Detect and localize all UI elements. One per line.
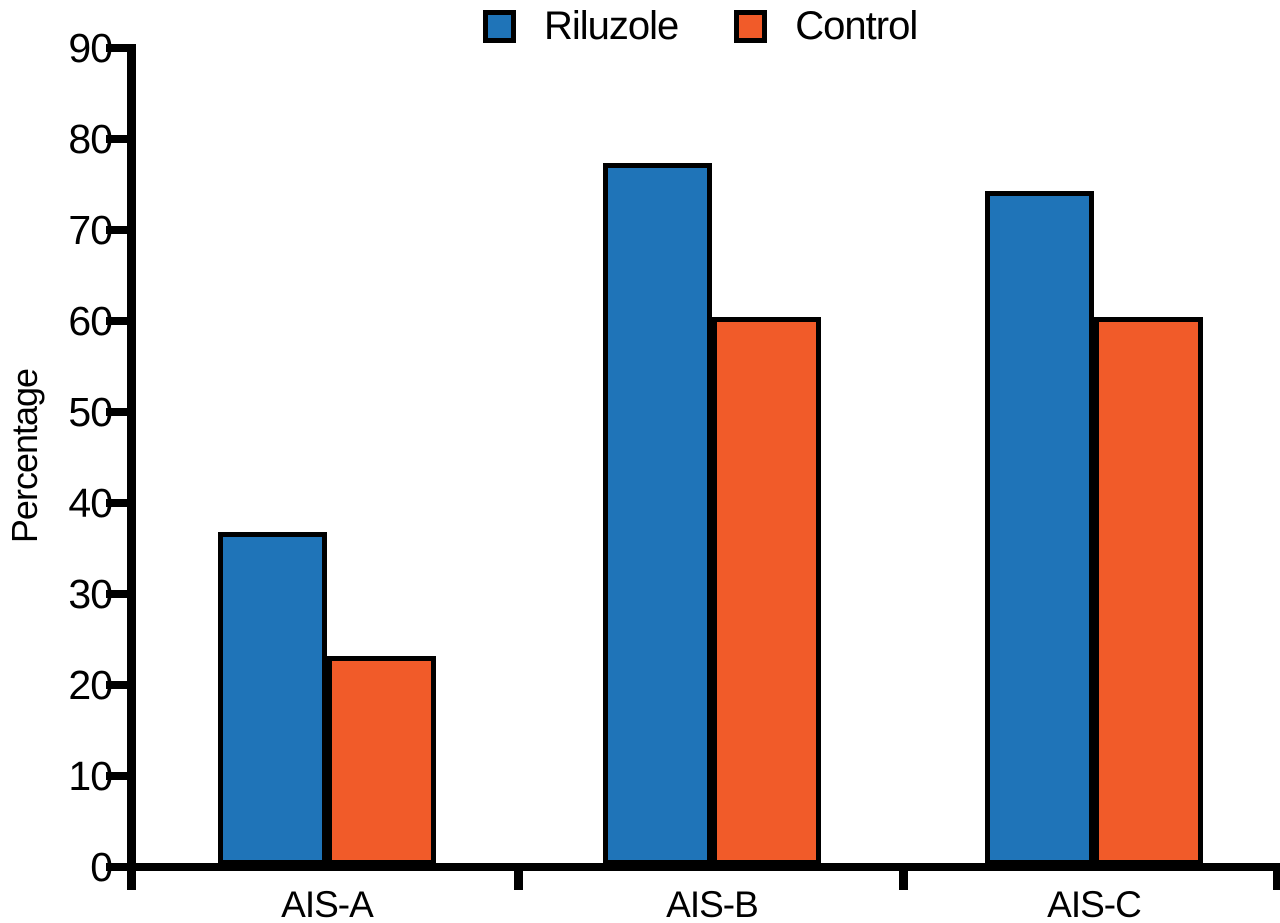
legend-swatch-control-icon: [734, 9, 768, 43]
y-axis-tick: [106, 590, 127, 598]
legend-swatch-riluzole-icon: [483, 9, 516, 43]
y-tick-label: 40: [68, 480, 113, 526]
x-axis-tick: [1273, 863, 1280, 890]
legend-item-riluzole: Riluzole: [483, 4, 679, 48]
y-axis-tick: [106, 226, 127, 234]
y-axis-tick: [106, 681, 127, 689]
y-axis-title: Percentage: [4, 368, 45, 544]
y-tick-label: 70: [68, 207, 113, 253]
y-axis-tick: [106, 135, 127, 143]
x-category-label: AIS-A: [281, 884, 374, 923]
bar-control-ais-b: [712, 317, 821, 865]
y-axis-tick: [106, 408, 127, 416]
bar-riluzole-ais-c: [985, 191, 1094, 865]
y-axis-tick: [106, 499, 127, 507]
bar-riluzole-ais-b: [603, 163, 712, 865]
x-category-label: AIS-B: [666, 884, 759, 923]
y-axis-tick: [106, 44, 127, 52]
y-tick-label: 60: [68, 298, 113, 344]
bar-riluzole-ais-a: [218, 532, 327, 865]
chart-legend: Riluzole Control: [483, 2, 918, 50]
y-axis-tick: [106, 317, 127, 325]
y-tick-label: 50: [68, 389, 113, 435]
legend-label-riluzole: Riluzole: [544, 4, 679, 48]
y-axis-line: [127, 44, 136, 890]
x-axis-tick: [899, 863, 908, 890]
y-tick-label: 30: [68, 571, 113, 617]
x-category-label: AIS-C: [1047, 884, 1142, 923]
x-axis-line: [113, 863, 1280, 871]
y-tick-label: 20: [68, 662, 113, 708]
y-axis-tick: [106, 772, 127, 780]
x-axis-tick: [514, 863, 523, 890]
bar-control-ais-c: [1094, 317, 1203, 865]
y-tick-label: 80: [68, 116, 113, 162]
bar-control-ais-a: [327, 656, 436, 865]
y-tick-label: 0: [90, 844, 113, 890]
y-tick-label: 90: [68, 25, 113, 71]
y-tick-label: 10: [68, 753, 113, 799]
y-axis-tick: [106, 863, 127, 871]
legend-item-control: Control: [734, 4, 918, 48]
legend-label-control: Control: [795, 4, 918, 48]
